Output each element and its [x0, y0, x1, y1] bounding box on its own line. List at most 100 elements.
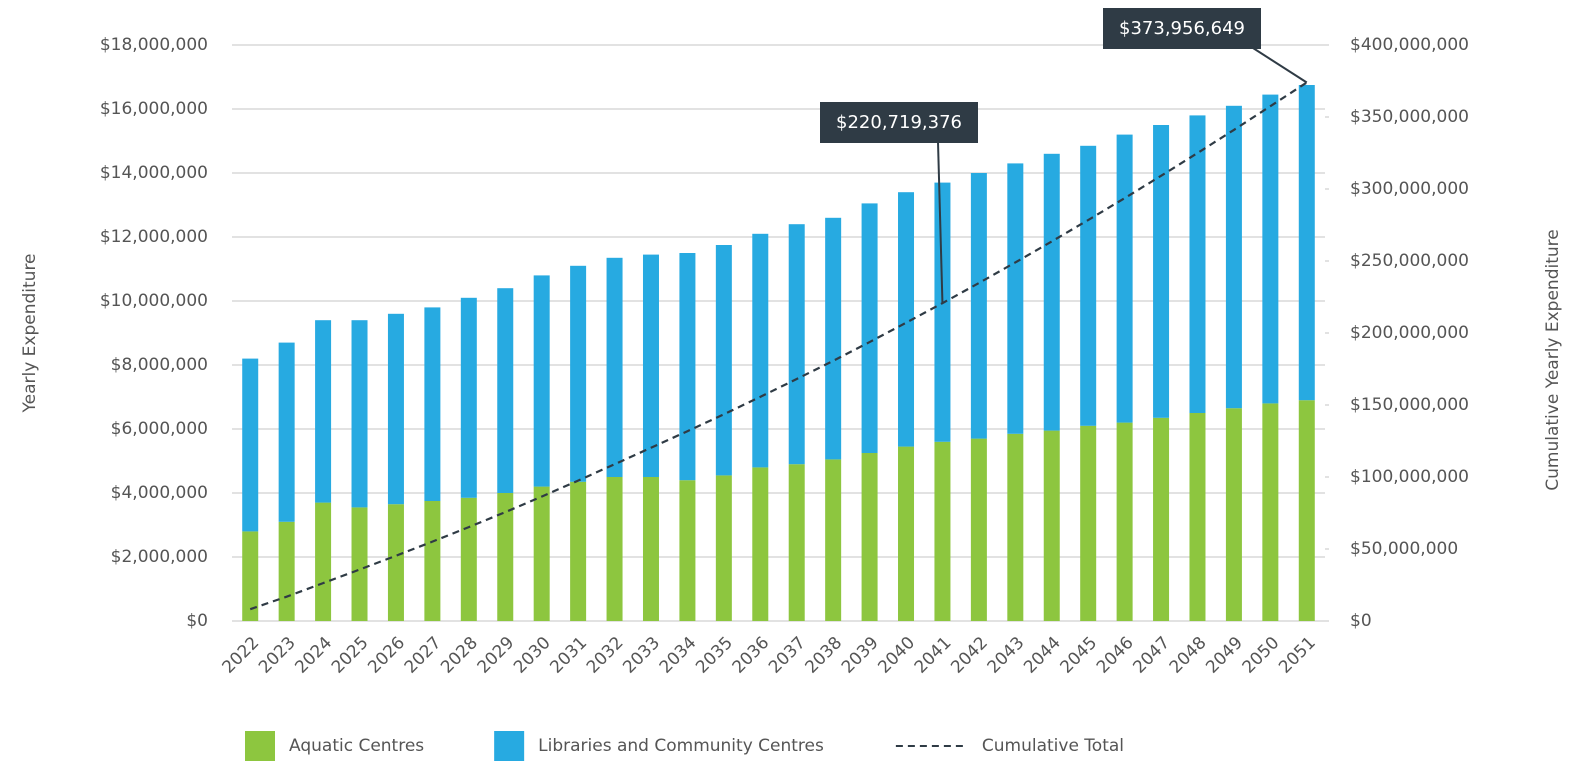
y2-tick-label: $300,000,000	[1350, 179, 1469, 199]
bar-segment	[1262, 94, 1279, 404]
annotation-box	[1103, 8, 1261, 49]
annotation: $220,719,376	[820, 102, 978, 304]
x-tick-label: 2041	[911, 633, 956, 678]
bar-segment	[861, 203, 878, 453]
bar-segment	[1116, 134, 1133, 423]
y-tick-label: $2,000,000	[111, 547, 208, 567]
legend-label: Libraries and Community Centres	[538, 736, 824, 756]
bar-segment	[351, 507, 368, 621]
bar-segment	[533, 275, 550, 487]
y-tick-label: $18,000,000	[100, 35, 208, 55]
bar-segment	[606, 257, 623, 477]
bar-segment	[1043, 430, 1060, 621]
x-tick-label: 2048	[1166, 633, 1211, 678]
bar-segment	[424, 307, 441, 501]
bar-segment	[825, 217, 842, 460]
bar-segment	[351, 320, 368, 508]
bar-segment	[387, 313, 404, 505]
bar-segment	[752, 233, 769, 468]
y-tick-label: $8,000,000	[111, 355, 208, 375]
bar-segment	[1298, 400, 1315, 621]
annotation-box	[820, 102, 978, 143]
bar-segment	[242, 358, 259, 532]
y-axis-title: Yearly Expenditure	[20, 253, 40, 413]
legend-label: Aquatic Centres	[289, 736, 424, 756]
y-tick-label: $16,000,000	[100, 99, 208, 119]
legend-swatch	[245, 731, 275, 761]
bar-segment	[1153, 125, 1170, 418]
annotation-label: $220,719,376	[836, 112, 962, 133]
y2-tick-label: $100,000,000	[1350, 467, 1469, 487]
y2-tick-label: $0	[1350, 611, 1372, 631]
y-tick-label: $10,000,000	[100, 291, 208, 311]
y-tick-label: $4,000,000	[111, 483, 208, 503]
x-tick-label: 2028	[437, 633, 482, 678]
bar-segment	[1080, 145, 1097, 426]
x-tick-label: 2022	[219, 633, 264, 678]
bar-segment	[278, 342, 295, 522]
bar-segment	[1225, 105, 1242, 409]
bar-segment	[460, 497, 477, 621]
bar-segment	[898, 446, 915, 621]
bar-segment	[642, 477, 659, 621]
bar-segment	[424, 501, 441, 621]
x-tick-label: 2029	[474, 633, 519, 678]
y-tick-label: $12,000,000	[100, 227, 208, 247]
bar-segment	[1189, 413, 1206, 621]
bar-segment	[1043, 153, 1060, 431]
y2-tick-label: $50,000,000	[1350, 539, 1458, 559]
x-tick-label: 2033	[619, 633, 664, 678]
bar-segment	[1007, 163, 1024, 434]
bar-segment	[315, 502, 332, 621]
bar-segment	[861, 453, 878, 621]
annotation: $373,956,649	[1103, 8, 1308, 84]
bar-segment	[242, 531, 259, 621]
x-tick-label: 2030	[510, 633, 555, 678]
x-tick-label: 2047	[1129, 633, 1174, 678]
x-tick-label: 2038	[801, 633, 846, 678]
bar-segment	[788, 464, 805, 621]
y2-tick-label: $250,000,000	[1350, 251, 1469, 271]
x-tick-label: 2023	[255, 633, 300, 678]
cumulative-line	[249, 81, 1308, 611]
bar-segment	[1080, 425, 1097, 621]
legend-swatch	[494, 731, 525, 761]
bar-segment	[1225, 408, 1242, 621]
bar-segment	[497, 288, 514, 493]
x-tick-label: 2042	[947, 633, 992, 678]
y2-tick-label: $400,000,000	[1350, 35, 1469, 55]
x-tick-label: 2051	[1275, 633, 1320, 678]
x-tick-label: 2025	[328, 633, 373, 678]
bar-segment	[642, 254, 659, 477]
y-tick-label: $6,000,000	[111, 419, 208, 439]
annotation-label: $373,956,649	[1119, 18, 1245, 39]
bar-segment	[679, 253, 696, 481]
bar-segment	[497, 493, 514, 621]
bar-segment	[1116, 422, 1133, 621]
bar-segment	[715, 245, 732, 476]
x-tick-label: 2043	[984, 633, 1029, 678]
y-tick-label: $0	[186, 611, 208, 631]
bar-segment	[752, 467, 769, 621]
legend-label: Cumulative Total	[982, 736, 1124, 756]
x-tick-label: 2034	[656, 633, 701, 678]
bar-segment	[1007, 433, 1024, 621]
bar-segment	[898, 192, 915, 447]
x-tick-label: 2027	[401, 633, 446, 678]
y2-tick-label: $350,000,000	[1350, 107, 1469, 127]
bar-segment	[934, 441, 951, 621]
x-tick-label: 2049	[1202, 633, 1247, 678]
bar-segment	[315, 320, 332, 503]
annotation-leader	[937, 141, 944, 304]
x-tick-label: 2031	[546, 633, 591, 678]
y2-tick-label: $150,000,000	[1350, 395, 1469, 415]
x-tick-label: 2036	[729, 633, 774, 678]
bar-segment	[1153, 417, 1170, 621]
bar-segment	[970, 438, 987, 621]
y2-axis-title: Cumulative Yearly Expenditure	[1543, 229, 1563, 490]
x-tick-label: 2050	[1239, 633, 1284, 678]
bar-segment	[606, 477, 623, 621]
bar-segment	[970, 173, 987, 439]
bar-segment	[387, 504, 404, 621]
